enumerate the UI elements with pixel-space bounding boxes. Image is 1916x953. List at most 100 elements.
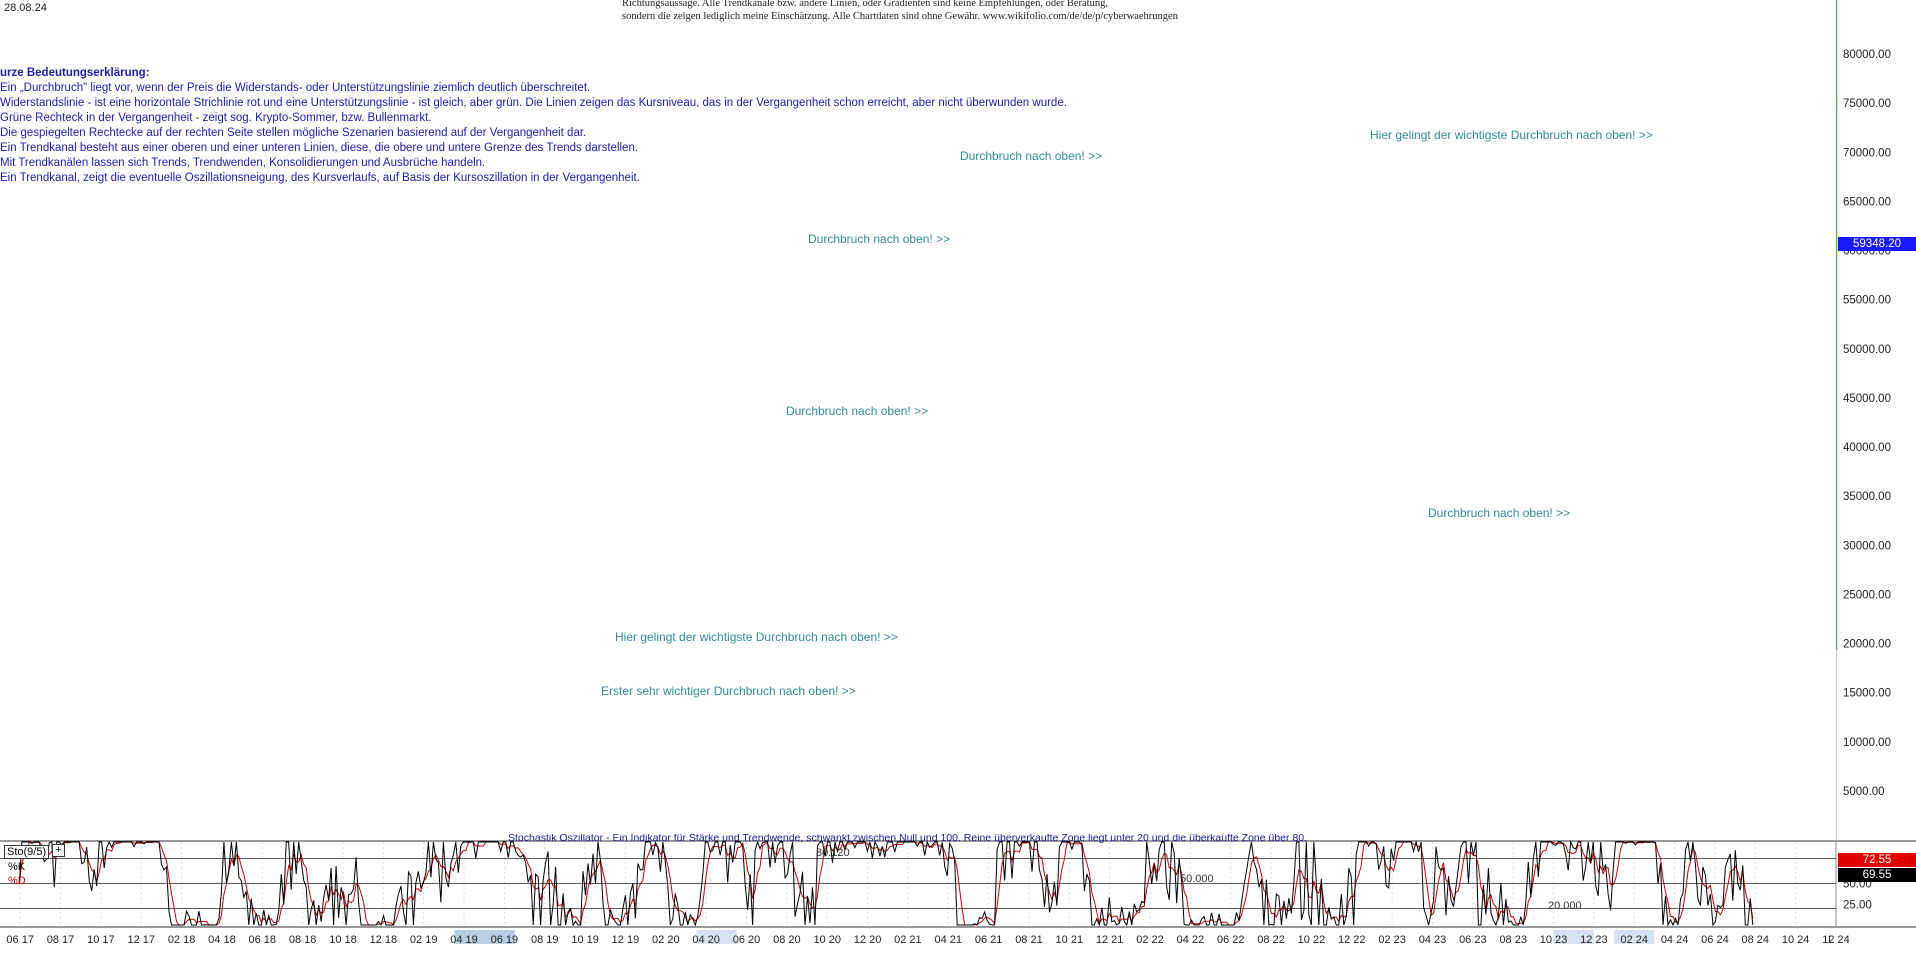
osc-level-80-label: 80.120 bbox=[816, 847, 850, 859]
x-tick-label: 06 24 bbox=[1701, 934, 1729, 946]
x-tick-label: 02 24 bbox=[1620, 934, 1648, 946]
legend-line: Mit Trendkanälen lassen sich Trends, Tre… bbox=[0, 157, 486, 169]
disclaimer-note: Richtungsaussage. Alle Trendkanäle bzw. … bbox=[622, 0, 1178, 23]
x-tick-label: 12 24 bbox=[1822, 934, 1850, 946]
y-tick-label: 65000.00 bbox=[1843, 196, 1891, 208]
x-tick-label: 06 18 bbox=[249, 934, 277, 946]
x-tick-label: 06 19 bbox=[491, 934, 519, 946]
x-tick-label: 10 21 bbox=[1056, 934, 1084, 946]
x-tick-label: 06 22 bbox=[1217, 934, 1245, 946]
oscillator-k-value: 72.55 bbox=[1838, 853, 1916, 867]
x-tick-label: 04 22 bbox=[1177, 934, 1205, 946]
annotation-key-breakout: Hier gelingt der wichtigste Durchbruch n… bbox=[1370, 128, 1653, 142]
y-tick-label: 75000.00 bbox=[1843, 98, 1891, 110]
oscillator-note: Stochastik Oszillator - Ein Indikator fü… bbox=[508, 834, 1308, 844]
axis-end-label: L bbox=[1828, 934, 1834, 946]
x-tick-label: 04 18 bbox=[208, 934, 236, 946]
x-tick-label: 08 24 bbox=[1742, 934, 1770, 946]
x-tick-label: 04 21 bbox=[934, 934, 962, 946]
annotation-breakout: Durchbruch nach oben! >> bbox=[808, 232, 951, 246]
x-tick-label: 02 20 bbox=[652, 934, 680, 946]
x-tick-label: 06 20 bbox=[733, 934, 761, 946]
annotation-breakout: Durchbruch nach oben! >> bbox=[960, 149, 1103, 163]
x-tick-label: 12 18 bbox=[370, 934, 398, 946]
axis-highlight-band bbox=[696, 930, 737, 944]
y-tick-label: 45000.00 bbox=[1843, 393, 1891, 405]
axis-highlight-band bbox=[1614, 930, 1655, 944]
x-tick-label: 12 22 bbox=[1338, 934, 1366, 946]
y-tick-label: 10000.00 bbox=[1843, 737, 1891, 749]
x-tick-label: 08 21 bbox=[1015, 934, 1043, 946]
x-tick-label: 04 24 bbox=[1661, 934, 1689, 946]
x-tick-label: 02 22 bbox=[1136, 934, 1164, 946]
annotation-breakout: Durchbruch nach oben! >> bbox=[786, 404, 929, 418]
x-tick-label: 12 17 bbox=[127, 934, 155, 946]
axis-highlight-band bbox=[454, 930, 515, 944]
date-stamp: 28.08.24 bbox=[4, 2, 47, 14]
legend-line: Ein Trendkanal, zeigt die eventuelle Osz… bbox=[0, 172, 640, 184]
legend-line: Ein Trendkanal besteht aus einer oberen … bbox=[0, 142, 639, 154]
x-tick-label: 02 18 bbox=[168, 934, 196, 946]
x-tick-label: 10 20 bbox=[813, 934, 841, 946]
legend-line: Ein „Durchbruch" liegt vor, wenn der Pre… bbox=[0, 82, 591, 94]
x-tick-label: 10 23 bbox=[1540, 934, 1568, 946]
legend-title: urze Bedeutungserklärung: bbox=[0, 67, 150, 79]
annotation-first-breakout: Erster sehr wichtiger Durchbruch nach ob… bbox=[601, 684, 856, 698]
x-tick-label: 06 23 bbox=[1459, 934, 1487, 946]
x-tick-label: 08 19 bbox=[531, 934, 559, 946]
last-price-label: 59348.20 bbox=[1838, 237, 1916, 251]
plot-area bbox=[0, 0, 1836, 840]
x-tick-label: 10 24 bbox=[1782, 934, 1810, 946]
y-tick-label: 25000.00 bbox=[1843, 589, 1891, 601]
legend-line: Widerstandslinie - ist eine horizontale … bbox=[0, 97, 1067, 109]
x-tick-label: 08 17 bbox=[47, 934, 75, 946]
disclaimer-line-2: sondern die zeigen lediglich meine Einsc… bbox=[622, 11, 1178, 22]
x-tick-label: 12 20 bbox=[854, 934, 882, 946]
x-tick-label: 04 23 bbox=[1419, 934, 1447, 946]
y-tick-label: 30000.00 bbox=[1843, 540, 1891, 552]
y-tick-label: 40000.00 bbox=[1843, 442, 1891, 454]
y-tick-label: 35000.00 bbox=[1843, 491, 1891, 503]
x-tick-label: 10 22 bbox=[1298, 934, 1326, 946]
oscillator-layer bbox=[0, 840, 1836, 927]
x-tick-label: 08 18 bbox=[289, 934, 317, 946]
x-tick-label: 08 20 bbox=[773, 934, 801, 946]
oscillator-k-label: %K bbox=[8, 861, 26, 873]
x-tick-label: 06 17 bbox=[6, 934, 34, 946]
y-tick-label: 15000.00 bbox=[1843, 688, 1891, 700]
x-tick-label: 04 20 bbox=[692, 934, 720, 946]
oscillator-name: Sto(9/5) bbox=[4, 845, 50, 859]
legend-explanation: urze Bedeutungserklärung: Ein „Durchbruc… bbox=[0, 66, 1067, 186]
oscillator-d-label: %D bbox=[8, 875, 26, 887]
y-tick-label: 5000.00 bbox=[1843, 786, 1885, 798]
x-tick-label: 12 23 bbox=[1580, 934, 1608, 946]
x-tick-label: 02 21 bbox=[894, 934, 922, 946]
y-tick-label: 70000.00 bbox=[1843, 147, 1891, 159]
disclaimer-line-1: Richtungsaussage. Alle Trendkanäle bzw. … bbox=[622, 0, 1108, 9]
x-tick-label: 12 21 bbox=[1096, 934, 1124, 946]
y-tick-label: 55000.00 bbox=[1843, 295, 1891, 307]
legend-line: Grüne Rechteck in der Vergangenheit - ze… bbox=[0, 112, 432, 124]
y-tick-label: 20000.00 bbox=[1843, 639, 1891, 651]
x-tick-label: 04 19 bbox=[450, 934, 478, 946]
x-tick-label: 06 21 bbox=[975, 934, 1003, 946]
annotation-key-breakout: Hier gelingt der wichtigste Durchbruch n… bbox=[615, 630, 898, 644]
axis-highlight-band bbox=[1553, 930, 1594, 944]
legend-line: Die gespiegelten Rechtecke auf der recht… bbox=[0, 127, 587, 139]
y-tick-label: 80000.00 bbox=[1843, 49, 1891, 61]
x-tick-label: 08 22 bbox=[1257, 934, 1285, 946]
osc-level-20-label: 20.000 bbox=[1548, 900, 1582, 912]
x-tick-label: 08 23 bbox=[1499, 934, 1527, 946]
x-tick-label: 12 19 bbox=[612, 934, 640, 946]
oscillator-expand-button[interactable]: + bbox=[52, 844, 65, 857]
x-tick-label: 10 19 bbox=[571, 934, 599, 946]
x-tick-label: 02 23 bbox=[1378, 934, 1406, 946]
x-tick-label: 02 19 bbox=[410, 934, 438, 946]
y-tick-label: 50000.00 bbox=[1843, 344, 1891, 356]
osc-y-tick-label: 25.00 bbox=[1843, 899, 1872, 911]
oscillator-d-value: 69.55 bbox=[1838, 868, 1916, 882]
osc-level-50-label: 50.000 bbox=[1180, 873, 1214, 885]
x-tick-label: 10 18 bbox=[329, 934, 357, 946]
stoch-k-line bbox=[18, 840, 1754, 927]
